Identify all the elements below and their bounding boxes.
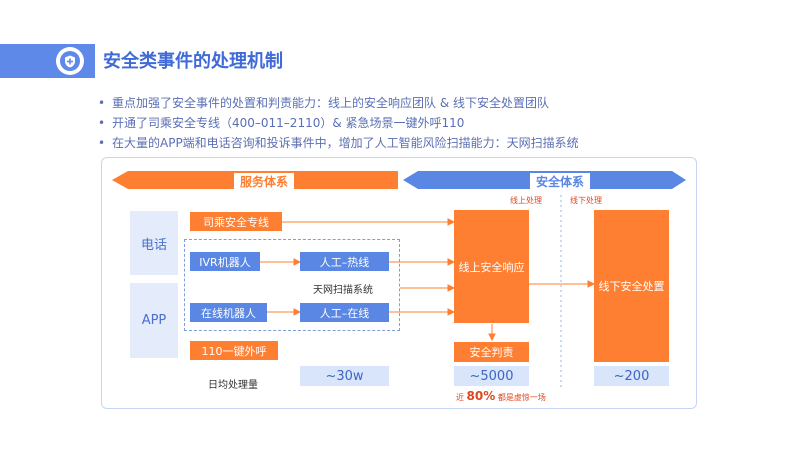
security-header-label: 安全体系 [530,173,591,190]
scan-system-group [184,239,400,331]
manual-online-box: 人工–在线 [300,303,389,322]
false-alarm-prefix: 近 [456,393,464,402]
shield-icon [60,51,80,71]
channel-app: APP [130,283,178,358]
bullet-dot: • [98,136,106,150]
bullet-item: • 在大量的APP端和电话咨询和投诉事件中，增加了人工智能风险扫描能力：天网扫描系… [98,133,778,153]
ivr-arrow-head [293,258,302,266]
volume-service: ~30w [300,366,389,386]
false-alarm-pct: 80% [466,389,496,403]
one-key-call-box: 110一键外呼 [190,341,278,360]
offline-arrow-head [587,280,596,288]
bullet-item: • 开通了司乘安全专线（400–011–2110）& 紧急场景一键外呼110 [98,113,778,133]
safety-judgment-box: 安全判责 [454,342,529,362]
title-bar: 安全类事件的处理机制 [0,44,800,78]
manual-hotline-arrow-head [447,258,456,266]
judgment-arrow-head [488,333,496,342]
bullet-list: • 重点加强了安全事件的处置和判责能力：线上的安全响应团队 & 线下安全处置团队 … [98,93,778,153]
volume-online: ~5000 [454,366,529,386]
false-alarm-note: 近 80% 都是虚惊一场 [456,389,546,403]
scan-arrow-head [447,284,456,292]
volume-offline: ~200 [594,366,669,386]
offline-label: 线下处理 [570,196,602,205]
service-header-label: 服务体系 [234,173,295,190]
hotline-arrow-head [447,218,456,226]
bullet-text: 重点加强了安全事件的处置和判责能力：线上的安全响应团队 & 线下安全处置团队 [112,96,549,110]
online-response-box: 线上安全响应 [454,210,529,323]
hotline-box: 司乘安全专线 [190,212,282,231]
online-robot-box: 在线机器人 [190,303,267,322]
bullet-dot: • [98,116,106,130]
page-title: 安全类事件的处理机制 [103,51,283,72]
channel-phone: 电话 [130,211,178,275]
bullet-item: • 重点加强了安全事件的处置和判责能力：线上的安全响应团队 & 线下安全处置团队 [98,93,778,113]
online-label: 线上处理 [510,196,542,205]
daily-volume-label: 日均处理量 [208,380,258,391]
title-icon-badge [56,47,84,75]
offline-handling-box: 线下安全处置 [594,210,669,362]
bullet-text: 在大量的APP端和电话咨询和投诉事件中，增加了人工智能风险扫描能力：天网扫描系统 [112,136,579,150]
bullet-dot: • [98,96,106,110]
bullet-text: 开通了司乘安全专线（400–011–2110）& 紧急场景一键外呼110 [112,116,465,130]
false-alarm-suffix: 都是虚惊一场 [497,393,546,402]
online-robot-arrow-head [293,308,302,316]
manual-online-arrow-head [447,308,456,316]
manual-hotline-box: 人工–热线 [300,252,389,271]
ivr-robot-box: IVR机器人 [190,252,260,271]
scan-system-label: 天网扫描系统 [313,285,373,296]
